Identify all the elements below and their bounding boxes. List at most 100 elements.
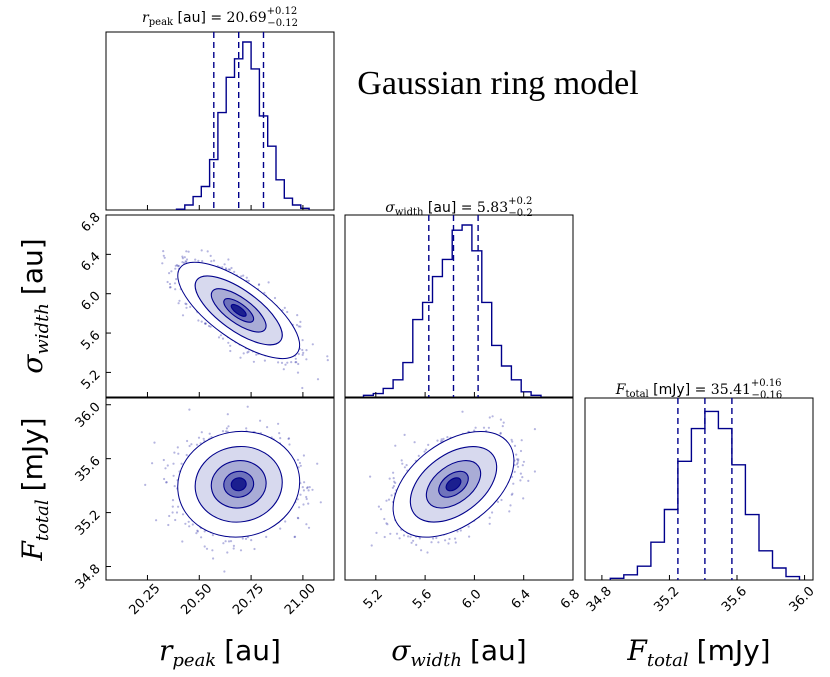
sample-point (196, 529, 199, 532)
sample-point (191, 523, 194, 526)
sample-point (211, 549, 214, 552)
panel-hist-sigma-width (344, 214, 574, 398)
sample-point (229, 540, 233, 543)
sample-point (287, 437, 291, 440)
sample-point (305, 497, 308, 501)
sample-point (185, 303, 188, 306)
sample-point (200, 431, 203, 434)
sample-point (190, 443, 193, 446)
sample-point (258, 283, 261, 286)
sample-point (184, 302, 187, 305)
panel-scatter-r-ftotal (105, 397, 335, 581)
sample-point (296, 371, 300, 374)
sample-point (297, 325, 300, 328)
sample-point (302, 489, 305, 492)
sample-point (204, 322, 207, 325)
sample-point (298, 461, 301, 465)
sample-point (305, 495, 308, 499)
sample-point (177, 302, 180, 305)
sample-point (239, 549, 243, 552)
sample-point (212, 557, 215, 560)
sample-point (151, 462, 154, 465)
sample-point (319, 501, 322, 504)
sample-point (278, 432, 281, 435)
sample-point (168, 272, 171, 275)
sample-point (177, 505, 180, 508)
sample-point (209, 254, 212, 257)
sample-point (185, 258, 189, 261)
sample-point (188, 408, 191, 411)
sample-point (299, 320, 302, 323)
sample-point (242, 352, 245, 355)
sample-point (255, 353, 258, 356)
sample-point (279, 437, 282, 440)
sample-point (307, 489, 310, 492)
sample-point (307, 502, 310, 505)
sample-point (186, 439, 189, 443)
panel-scatter-r-sigma (105, 214, 335, 398)
sample-point (168, 514, 171, 518)
sample-point (277, 422, 280, 425)
sample-point (226, 413, 229, 416)
sample-point (173, 485, 176, 488)
sample-point (196, 530, 199, 533)
sample-point (233, 270, 236, 273)
sample-point (174, 288, 177, 291)
sample-point (175, 278, 178, 281)
sample-point (232, 547, 235, 550)
sample-point (197, 436, 201, 439)
sample-point (171, 505, 174, 508)
sample-point (176, 265, 180, 268)
sample-point (296, 516, 299, 520)
sample-point (245, 427, 248, 430)
sample-point (188, 525, 191, 528)
sample-point (230, 266, 233, 270)
sample-point (195, 532, 198, 535)
sample-point (239, 356, 242, 359)
sample-point (202, 437, 205, 440)
sample-point (222, 542, 225, 545)
sample-point (187, 250, 190, 253)
sample-point (257, 283, 260, 286)
sample-point (211, 534, 214, 537)
sample-point (297, 517, 300, 520)
sample-point (181, 513, 185, 516)
sample-point (206, 250, 209, 253)
sample-point (163, 477, 166, 481)
sample-point (305, 349, 308, 352)
sample-point (166, 464, 169, 467)
sample-point (299, 493, 302, 496)
sample-point (184, 260, 187, 263)
sample-point (195, 443, 199, 446)
sample-point (246, 351, 249, 354)
sample-point (296, 458, 300, 461)
sample-point (294, 357, 297, 360)
sample-point (205, 547, 209, 550)
sample-point (185, 306, 188, 309)
sample-point (194, 258, 197, 261)
sample-point (263, 291, 266, 294)
sample-point (296, 314, 299, 317)
sample-point (306, 486, 309, 489)
sample-point (287, 437, 290, 440)
sample-point (197, 259, 200, 262)
sample-point (184, 522, 187, 525)
sample-point (201, 260, 204, 263)
sample-point (209, 325, 212, 328)
panel-scatter-sigma-ftotal (344, 397, 574, 581)
sample-point (302, 454, 305, 457)
sample-point (176, 446, 179, 449)
sample-point (246, 405, 249, 408)
sample-point (227, 425, 230, 428)
sample-point (259, 419, 262, 422)
sample-point (295, 361, 298, 364)
sample-point (171, 511, 174, 514)
sample-point (316, 378, 320, 381)
sample-point (227, 341, 230, 344)
sample-point (252, 360, 255, 363)
sample-point (168, 282, 172, 286)
sample-point (177, 264, 180, 267)
sample-point (294, 361, 297, 364)
sample-point (245, 276, 248, 279)
sample-point (200, 249, 203, 252)
